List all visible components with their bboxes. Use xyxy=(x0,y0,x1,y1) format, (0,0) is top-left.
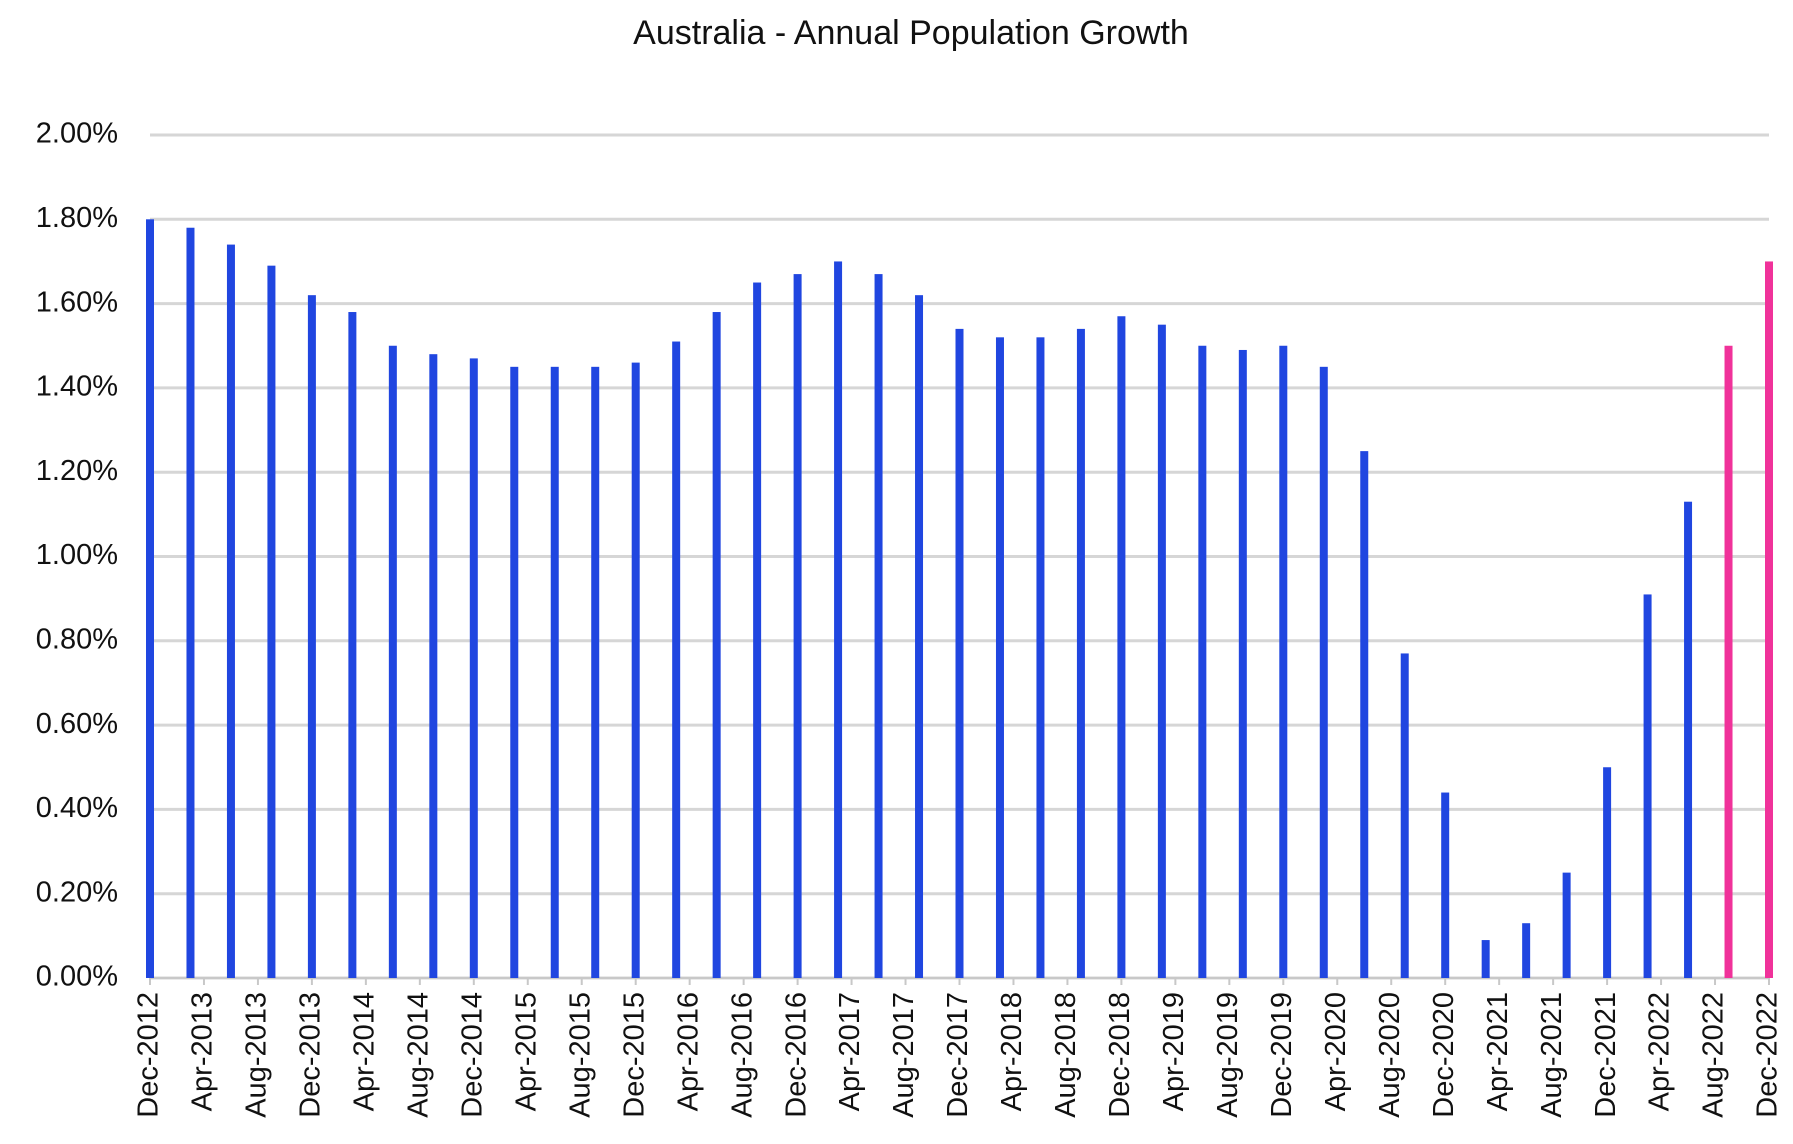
bar xyxy=(1441,792,1450,978)
x-tick-label: Dec-2021 xyxy=(1590,992,1622,1118)
bar xyxy=(874,274,883,979)
bar xyxy=(1117,316,1126,978)
bar xyxy=(1684,501,1693,978)
x-tick-label: Apr-2020 xyxy=(1320,992,1352,1111)
x-tick-label: Dec-2012 xyxy=(133,992,165,1118)
bar xyxy=(1076,328,1085,978)
chart-title: Australia - Annual Population Growth xyxy=(633,14,1189,52)
bar xyxy=(186,227,195,979)
bar xyxy=(1360,451,1369,978)
bar xyxy=(1400,653,1409,978)
x-tick-label: Dec-2014 xyxy=(456,992,488,1118)
y-tick-label: 0.60% xyxy=(36,708,118,740)
x-tick-label: Apr-2014 xyxy=(349,992,381,1111)
x-tick-label: Aug-2021 xyxy=(1536,992,1568,1118)
x-tick-label: Apr-2021 xyxy=(1482,992,1514,1111)
bar xyxy=(591,366,600,978)
x-tick-label: Dec-2018 xyxy=(1104,992,1136,1118)
bar xyxy=(631,362,640,978)
bar xyxy=(429,354,438,978)
bar xyxy=(915,295,924,978)
bar xyxy=(469,358,478,978)
bar xyxy=(307,295,316,978)
bar xyxy=(834,261,843,978)
x-tick-label: Dec-2022 xyxy=(1752,992,1784,1118)
y-tick-label: 1.20% xyxy=(36,455,118,487)
bar xyxy=(1522,923,1531,978)
x-tick-label: Apr-2018 xyxy=(996,992,1028,1111)
bar xyxy=(1319,366,1328,978)
bar xyxy=(510,366,519,978)
x-tick-label: Apr-2013 xyxy=(187,992,219,1111)
x-tick-label: Apr-2016 xyxy=(672,992,704,1111)
y-tick-label: 2.00% xyxy=(36,118,118,150)
x-tick-label: Apr-2019 xyxy=(1158,992,1190,1111)
bar xyxy=(672,341,681,978)
x-tick-label: Aug-2013 xyxy=(241,992,273,1118)
bar xyxy=(146,219,154,979)
bar xyxy=(267,265,276,978)
bar xyxy=(1603,767,1612,978)
x-tick-label: Aug-2017 xyxy=(888,992,920,1118)
x-tick-label: Dec-2020 xyxy=(1428,992,1460,1118)
y-tick-label: 1.40% xyxy=(36,371,118,403)
bar xyxy=(1036,337,1045,978)
y-tick-label: 1.80% xyxy=(36,202,118,234)
bar xyxy=(388,345,397,978)
x-tick-label: Apr-2017 xyxy=(834,992,866,1111)
bar xyxy=(793,274,802,979)
x-tick-label: Dec-2015 xyxy=(618,992,650,1118)
bar xyxy=(1481,940,1490,978)
bar xyxy=(1724,345,1733,978)
y-tick-label: 1.60% xyxy=(36,286,118,318)
bar xyxy=(1643,594,1652,978)
bar xyxy=(1562,872,1571,978)
bar xyxy=(1198,345,1207,978)
bar xyxy=(1765,261,1773,978)
x-tick-label: Dec-2016 xyxy=(780,992,812,1118)
bar xyxy=(226,244,235,979)
bar xyxy=(712,312,721,978)
x-tick-label: Aug-2014 xyxy=(402,992,434,1118)
y-tick-label: 0.40% xyxy=(36,792,118,824)
bar xyxy=(1157,324,1166,978)
x-tick-label: Aug-2022 xyxy=(1698,992,1730,1118)
x-tick-label: Dec-2013 xyxy=(295,992,327,1118)
x-tick-label: Aug-2019 xyxy=(1212,992,1244,1118)
x-tick-label: Apr-2022 xyxy=(1644,992,1676,1111)
x-tick-label: Aug-2018 xyxy=(1050,992,1082,1118)
x-tick-label: Aug-2020 xyxy=(1374,992,1406,1118)
bar xyxy=(1238,349,1247,979)
y-tick-label: 0.20% xyxy=(36,876,118,908)
bar xyxy=(753,282,762,978)
bar xyxy=(348,312,357,978)
y-tick-label: 0.80% xyxy=(36,623,118,655)
x-tick-label: Aug-2015 xyxy=(564,992,596,1118)
y-tick-label: 1.00% xyxy=(36,539,118,571)
bar xyxy=(550,366,559,978)
bar xyxy=(995,337,1004,978)
x-tick-label: Dec-2019 xyxy=(1266,992,1298,1118)
bar xyxy=(955,328,964,978)
y-tick-label: 0.00% xyxy=(36,961,118,993)
x-tick-label: Aug-2016 xyxy=(726,992,758,1118)
x-tick-label: Apr-2015 xyxy=(510,992,542,1111)
x-tick-label: Dec-2017 xyxy=(942,992,974,1118)
bar xyxy=(1279,345,1288,978)
